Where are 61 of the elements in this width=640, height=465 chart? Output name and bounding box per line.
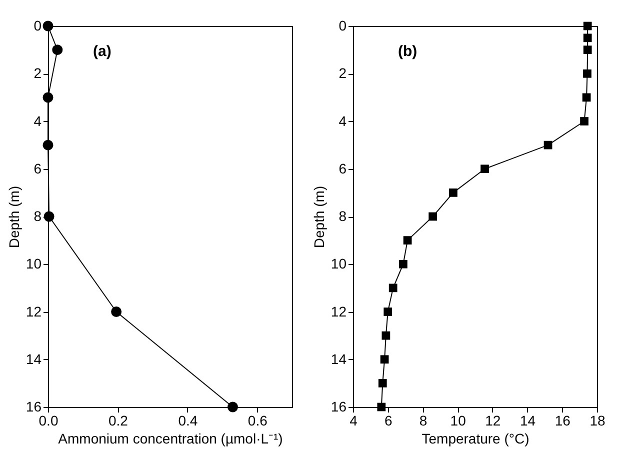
y-axis-title: Depth (m) [6, 186, 22, 248]
x-tick-label: 10 [450, 412, 466, 428]
point [580, 117, 588, 126]
x-tick-label: 0.2 [108, 412, 128, 428]
x-tick-label: 6 [384, 412, 392, 428]
point [583, 22, 592, 30]
point [449, 188, 458, 197]
x-tick-label: 4 [350, 412, 358, 428]
y-tick-label: 2 [338, 65, 347, 82]
x-tick-label: 0.0 [38, 412, 58, 428]
point [42, 92, 54, 103]
point [583, 34, 592, 42]
point [378, 379, 387, 388]
x-axis-title: Temperature (°C) [422, 430, 530, 446]
x-tick-label: 12 [485, 412, 501, 428]
y-tick-label: 16 [26, 398, 42, 414]
annotation: (b) [398, 43, 418, 60]
y-tick-label: 12 [26, 303, 42, 320]
point [52, 44, 63, 56]
point [377, 402, 386, 412]
point [399, 260, 408, 268]
point [42, 20, 54, 32]
y-tick-label: 2 [34, 65, 42, 82]
point [583, 46, 592, 54]
y-tick-label: 0 [338, 18, 347, 34]
x-tick-label: 0.4 [178, 412, 198, 428]
point [42, 140, 54, 150]
x-tick-label: 16 [554, 412, 571, 428]
y-tick-label: 0 [34, 18, 42, 34]
y-tick-label: 14 [330, 350, 347, 367]
x-tick-label: 0.6 [248, 412, 268, 428]
y-tick-label: 10 [26, 256, 42, 272]
point [44, 211, 54, 222]
point [380, 355, 389, 364]
point [428, 212, 438, 221]
y-tick-label: 8 [338, 208, 347, 224]
point [544, 140, 552, 150]
annotation: (a) [93, 43, 112, 60]
y-tick-label: 4 [34, 112, 42, 129]
y-tick-label: 6 [34, 160, 42, 176]
y-tick-label: 6 [338, 160, 347, 176]
point [228, 402, 238, 412]
x-tick-label: 18 [590, 412, 606, 428]
x-tick-label: 8 [419, 412, 428, 428]
y-tick-label: 14 [26, 350, 42, 367]
point [480, 164, 489, 174]
point [382, 331, 390, 340]
y-tick-label: 16 [330, 398, 347, 414]
y-tick-label: 8 [34, 208, 42, 224]
point [582, 93, 591, 102]
y-axis-title: Depth (m) [310, 186, 327, 248]
y-tick-label: 4 [338, 112, 347, 129]
point [388, 284, 398, 292]
x-axis-title: Ammonium concentration (µmol·L⁻¹) [58, 430, 283, 446]
point [111, 306, 122, 317]
point [384, 308, 392, 316]
y-tick-label: 12 [330, 303, 347, 320]
y-tick-label: 10 [330, 256, 347, 272]
x-tick-label: 14 [520, 412, 536, 428]
point [583, 69, 592, 78]
point [403, 236, 412, 244]
